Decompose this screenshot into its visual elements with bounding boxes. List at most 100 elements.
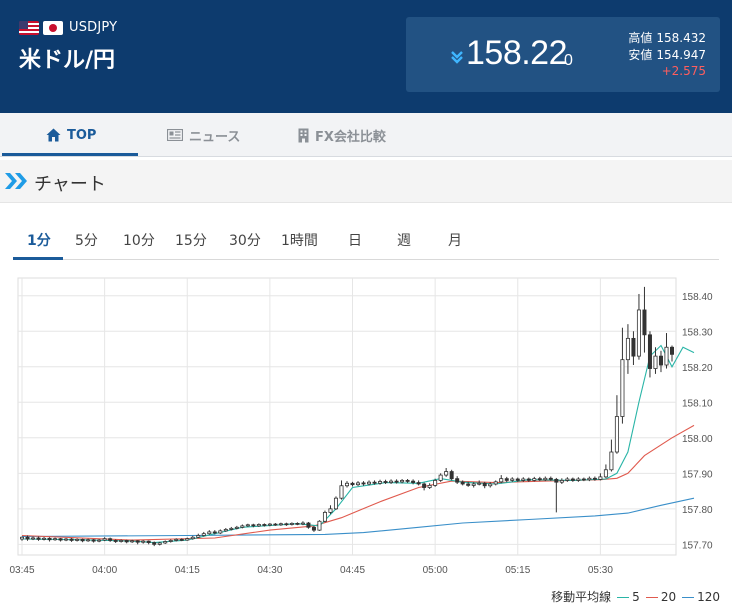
low-label: 安値 [628, 48, 653, 62]
candle-body [273, 523, 278, 526]
tab-active-indicator [13, 257, 63, 260]
tab-15min[interactable]: 15分 [175, 233, 207, 249]
legend-line-ma120 [682, 596, 695, 598]
candle-body [69, 538, 74, 541]
candle-body [548, 477, 553, 480]
candle-body [97, 539, 102, 542]
candle-body [427, 484, 432, 488]
candle-body [647, 334, 652, 369]
candle-body [245, 524, 250, 527]
y-tick-label: 158.10 [682, 398, 713, 409]
candle-body [438, 474, 443, 481]
y-tick-label: 157.90 [682, 469, 713, 480]
candle-body [19, 536, 24, 540]
candle-body [620, 359, 625, 417]
candle-body [416, 482, 421, 485]
tab-month[interactable]: 月 [448, 233, 462, 249]
nav-tab-news[interactable]: ニュース [167, 113, 240, 157]
us-flag-icon [19, 20, 39, 35]
candle-body [653, 355, 658, 369]
candle-body [504, 478, 509, 481]
low-value: 154.947 [656, 48, 706, 62]
candle-body [405, 480, 410, 482]
candle-body [664, 346, 669, 366]
candle-body [146, 540, 151, 543]
candle-body [460, 481, 465, 485]
candle-body [119, 540, 124, 542]
candle-body [168, 540, 173, 542]
candle-body [25, 536, 30, 540]
candle-body [378, 481, 383, 484]
plot-area [17, 277, 677, 556]
candle-body [449, 471, 454, 480]
tab-day[interactable]: 日 [348, 233, 362, 249]
nav-tab-top[interactable]: TOP [46, 113, 96, 157]
ma-legend: 移動平均線 5 20 120 [551, 588, 720, 605]
candle-body [521, 478, 526, 481]
candle-body [284, 523, 289, 526]
tab-30min[interactable]: 30分 [229, 233, 261, 249]
candle-body [444, 471, 449, 476]
y-tick-label: 158.20 [682, 363, 713, 374]
legend-item-ma5: 5 [617, 590, 640, 604]
y-tick-label: 158.30 [682, 327, 713, 338]
candle-body [587, 477, 592, 481]
candle-body [289, 522, 294, 525]
candle-body [609, 451, 614, 471]
candlestick-chart[interactable]: 158.40 158.30 158.20 158.10 158.00 157.90 157.… [0, 268, 732, 578]
tab-week[interactable]: 週 [397, 233, 411, 249]
tab-10min[interactable]: 10分 [123, 233, 155, 249]
candle-body [223, 529, 228, 532]
candle-body [42, 537, 47, 540]
nav-active-indicator [2, 153, 138, 156]
y-tick-label: 157.80 [682, 505, 713, 516]
nav-tab-fx-compare[interactable]: FX会社比較 [298, 113, 386, 157]
legend-title: 移動平均線 [551, 590, 612, 604]
high-label: 高値 [628, 31, 653, 45]
candle-body [190, 536, 195, 540]
candle-body [515, 478, 520, 481]
candle-body [157, 542, 162, 545]
candle-body [163, 541, 168, 544]
candle-body [141, 540, 146, 543]
building-icon [298, 128, 309, 142]
candle-body [179, 538, 184, 541]
candle-body [317, 520, 322, 531]
legend-line-ma5 [617, 596, 630, 598]
candle-body [471, 483, 476, 486]
x-tick-label: 03:45 [9, 565, 34, 576]
candle-body [75, 538, 80, 541]
candle-body [411, 480, 416, 483]
candle-body [174, 538, 179, 541]
candle-body [306, 522, 311, 528]
candle-body [631, 337, 636, 357]
candle-body [91, 539, 96, 542]
candle-body [394, 480, 399, 483]
candle-body [565, 478, 570, 481]
timeframe-tabs: 1分 5分 10分 15分 30分 1時間 日 週 月 [13, 222, 719, 260]
candle-body [240, 525, 245, 528]
high-value: 158.432 [656, 31, 706, 45]
candle-body [212, 531, 217, 534]
candle-body [278, 523, 283, 526]
tab-5min[interactable]: 5分 [75, 233, 98, 249]
nav-tab-label: TOP [67, 127, 97, 143]
candle-body [356, 482, 361, 486]
candle-body [350, 482, 355, 486]
candle-body [196, 535, 201, 538]
candle-body [526, 478, 531, 481]
candle-body [570, 478, 575, 481]
candle-body [554, 478, 559, 483]
pair-code: USDJPY [69, 20, 118, 35]
candle-body [53, 538, 58, 541]
candle-body [124, 540, 129, 543]
candle-body [532, 478, 537, 481]
candle-body [344, 482, 349, 487]
section-title: チャート [34, 174, 106, 195]
candle-body [86, 539, 91, 542]
tab-1min[interactable]: 1分 [27, 233, 51, 249]
tab-1hour[interactable]: 1時間 [281, 233, 318, 249]
legend-item-ma120: 120 [682, 590, 720, 604]
candle-body [367, 481, 372, 485]
candle-body [576, 478, 581, 481]
